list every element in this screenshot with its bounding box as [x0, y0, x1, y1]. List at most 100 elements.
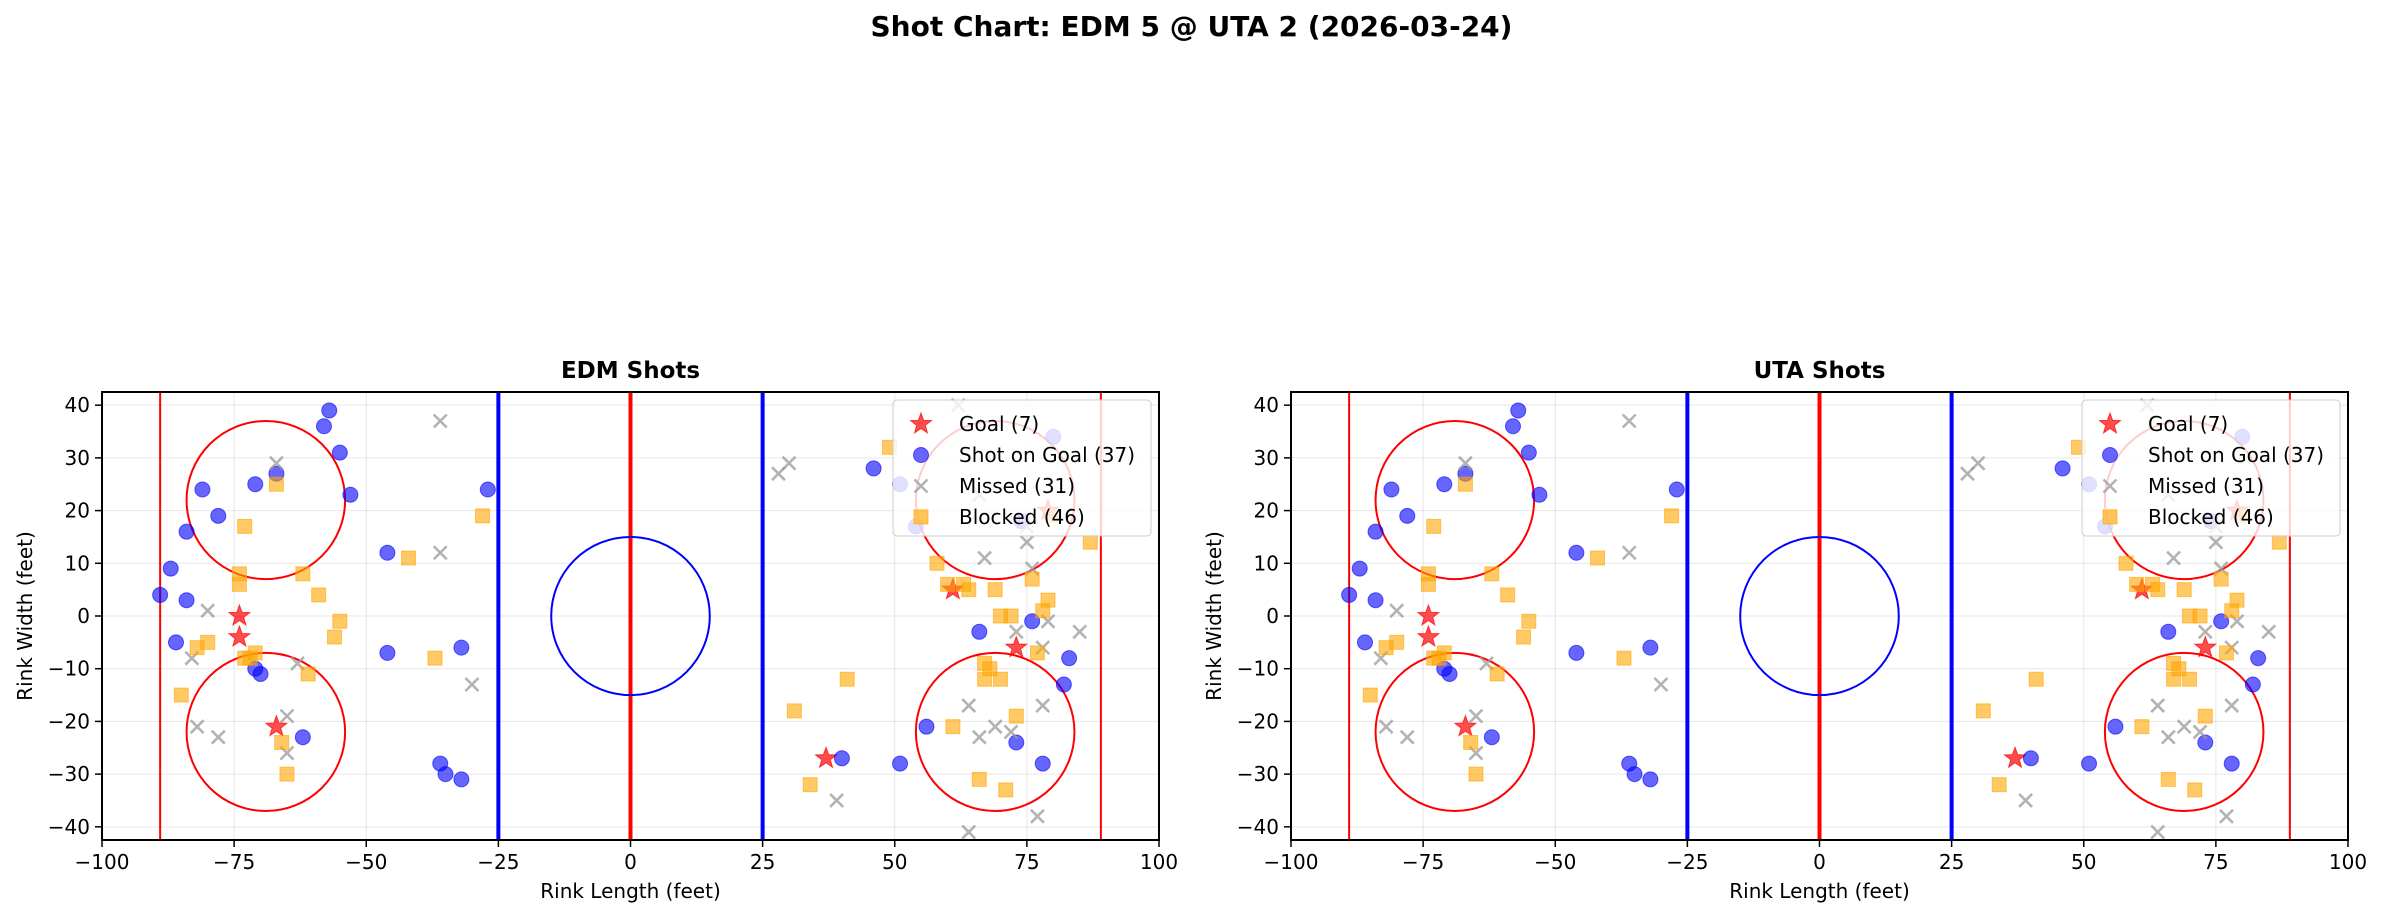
x-point [961, 824, 977, 840]
square-point [295, 566, 311, 582]
legend-label: Missed (31) [2148, 474, 2264, 498]
x-tick-label: −25 [1666, 850, 1708, 874]
x-point [1457, 455, 1473, 471]
legend-label: Missed (31) [959, 474, 1075, 498]
circle-point [2197, 734, 2214, 751]
faceoff-circle [1374, 651, 1536, 813]
square-point [327, 629, 343, 645]
y-tick-label: 10 [1254, 551, 1279, 575]
x-point [1003, 724, 1019, 740]
x-tick-label: 100 [1140, 850, 1178, 874]
x-point [268, 455, 284, 471]
square-point [1590, 550, 1606, 566]
y-axis-label: Rink Width (feet) [13, 531, 37, 701]
y-tick-label: −40 [1237, 815, 1279, 839]
chart-title: EDM Shots [561, 358, 700, 384]
star-point [2193, 635, 2218, 658]
x-point [2150, 824, 2166, 840]
x-point [781, 455, 797, 471]
square-point [1040, 592, 1056, 608]
faceoff-circle [2103, 651, 2265, 813]
star-point [227, 603, 252, 627]
square-point [1991, 777, 2007, 793]
square-point [802, 777, 818, 793]
x-point [1653, 677, 1669, 692]
x-point [2166, 550, 2182, 566]
x-point [279, 708, 295, 724]
circle-point [1483, 729, 1500, 746]
circle-point [1436, 476, 1453, 493]
circle-point [2022, 750, 2039, 767]
legend-x-marker [2102, 478, 2118, 494]
x-tick-label: −25 [477, 850, 519, 874]
square-point [2213, 571, 2229, 587]
circle-point [1399, 507, 1416, 524]
center-faceoff-circle [1739, 535, 1900, 697]
x-tick-label: 50 [2071, 850, 2096, 874]
circle-point [210, 507, 227, 524]
star-point [264, 714, 289, 737]
circle-point [321, 402, 338, 419]
square-point [1463, 734, 1479, 750]
circle-point [178, 523, 195, 540]
legend-square-marker [2102, 509, 2118, 525]
x-point [432, 545, 448, 561]
x-axis-label: Rink Length (feet) [540, 879, 721, 903]
faceoff-circle [185, 651, 347, 813]
square-point [2150, 582, 2166, 598]
circle-point [2107, 718, 2124, 735]
legend-label: Shot on Goal (37) [2148, 443, 2324, 467]
square-point [1420, 566, 1436, 582]
y-tick-label: −30 [1237, 762, 1279, 786]
square-point [247, 645, 263, 661]
legend-label: Goal (7) [959, 412, 1039, 436]
legend-label: Blocked (46) [959, 505, 1085, 529]
square-point [2176, 582, 2192, 598]
circle-point [1668, 481, 1685, 498]
star-point [1416, 603, 1441, 627]
square-point [1521, 613, 1537, 629]
circle-point [865, 460, 882, 477]
x-point [2208, 534, 2224, 550]
x-point [210, 729, 226, 745]
square-point [1457, 476, 1473, 492]
y-tick-label: 20 [65, 499, 90, 523]
y-tick-label: −20 [1237, 709, 1279, 733]
y-tick-label: 20 [1254, 499, 1279, 523]
faceoff-circle [1374, 419, 1536, 581]
circle-point [1626, 766, 1643, 783]
square-point [998, 782, 1014, 798]
square-point [1389, 634, 1405, 650]
star-point [814, 745, 838, 769]
x-point [1468, 708, 1484, 724]
legend-label: Shot on Goal (37) [959, 443, 1135, 467]
legend: Goal (7) Shot on Goal (37) Missed (31) Bloc… [2081, 399, 2341, 537]
x-point [1389, 603, 1405, 619]
legend-star-marker [2098, 411, 2122, 435]
circle-point [892, 755, 909, 772]
square-point [2229, 592, 2245, 608]
square-point [961, 582, 977, 598]
star-point [2003, 745, 2027, 769]
square-point [1489, 666, 1505, 682]
x-point [1621, 413, 1637, 429]
square-point [1664, 508, 1680, 524]
x-point [987, 719, 1003, 735]
square-point [1500, 587, 1516, 603]
circle-point [1008, 734, 1025, 751]
square-point [173, 687, 189, 703]
square-point [982, 661, 998, 677]
square-point [2160, 771, 2176, 787]
y-tick-label: 0 [77, 604, 90, 628]
x-point [2192, 724, 2208, 740]
legend: Goal (7) Shot on Goal (37) Missed (31) Bloc… [892, 399, 1152, 537]
square-point [274, 734, 290, 750]
circle-point [1510, 402, 1527, 419]
y-axis-label: Rink Width (feet) [1202, 531, 1226, 701]
x-point [971, 729, 987, 745]
circle-point [247, 476, 264, 493]
x-tick-label: 25 [750, 850, 775, 874]
square-point [2118, 555, 2134, 571]
circle-point [453, 639, 470, 656]
square-point [2171, 661, 2187, 677]
